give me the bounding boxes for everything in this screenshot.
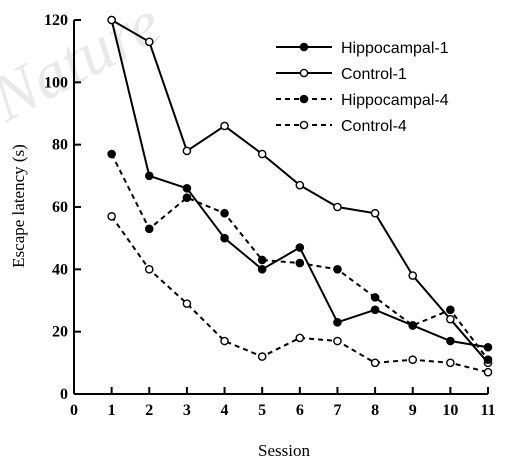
series-line-control-1 [112,20,488,363]
y-tick-label: 80 [52,137,68,154]
data-point-control-1 [296,182,303,189]
data-point-control-1 [108,16,115,23]
legend-label-control-4: Control-4 [341,118,407,135]
data-point-hippocampal-1 [259,266,266,273]
x-tick-label: 0 [70,402,78,419]
data-point-hippocampal-4 [484,356,491,363]
data-point-hippocampal-1 [484,344,491,351]
y-tick-label: 20 [52,324,68,341]
x-tick-label: 11 [480,402,495,419]
x-tick-label: 3 [183,402,191,419]
data-point-hippocampal-4 [371,294,378,301]
legend-label-hippocampal-1: Hippocampal-1 [341,40,449,57]
legend-marker-control-4 [300,121,307,128]
y-tick-label: 100 [44,74,68,91]
data-point-control-4 [296,334,303,341]
x-tick-label: 2 [145,402,153,419]
data-point-hippocampal-4 [334,266,341,273]
x-tick-label: 8 [371,402,379,419]
y-tick-label: 120 [44,12,68,29]
data-point-hippocampal-1 [371,306,378,313]
data-point-hippocampal-1 [447,337,454,344]
x-tick-label: 6 [296,402,304,419]
data-point-control-1 [221,122,228,129]
data-point-hippocampal-4 [221,210,228,217]
series-layer [108,16,492,375]
data-point-control-4 [221,337,228,344]
data-point-hippocampal-4 [183,194,190,201]
x-tick-label: 7 [333,402,341,419]
data-point-control-4 [183,300,190,307]
legend-label-hippocampal-4: Hippocampal-4 [341,92,449,109]
data-point-hippocampal-1 [221,235,228,242]
data-point-hippocampal-4 [409,322,416,329]
x-axis-title: Session [258,441,310,460]
data-point-control-4 [484,369,491,376]
data-point-hippocampal-4 [447,306,454,313]
data-point-hippocampal-1 [296,244,303,251]
data-point-control-4 [447,359,454,366]
x-tick-label: 1 [108,402,116,419]
data-point-hippocampal-4 [296,260,303,267]
data-point-hippocampal-4 [146,225,153,232]
data-point-control-4 [371,359,378,366]
data-point-hippocampal-1 [183,185,190,192]
data-point-control-4 [146,266,153,273]
data-point-hippocampal-4 [108,150,115,157]
x-tick-label: 4 [221,402,229,419]
legend-label-control-1: Control-1 [341,66,407,83]
y-axis-title: Escape latency (s) [9,144,28,268]
data-point-control-1 [183,147,190,154]
legend-marker-hippocampal-1 [300,43,307,50]
data-point-control-4 [409,356,416,363]
legend: Hippocampal-1 Control-1 Hippocampal-4 Contr… [276,40,449,135]
data-point-control-1 [447,316,454,323]
data-point-hippocampal-1 [146,172,153,179]
watermark: Nature [0,0,173,136]
data-point-control-4 [334,337,341,344]
data-point-hippocampal-1 [334,319,341,326]
data-point-control-1 [371,210,378,217]
data-point-control-1 [146,38,153,45]
y-tick-label: 0 [60,386,68,403]
data-point-control-1 [409,272,416,279]
data-point-control-4 [259,353,266,360]
data-point-control-1 [259,150,266,157]
legend-marker-hippocampal-4 [300,95,307,102]
y-tick-label: 60 [52,199,68,216]
data-point-hippocampal-4 [259,256,266,263]
x-tick-label: 5 [258,402,266,419]
data-point-control-4 [108,213,115,220]
x-tick-label: 9 [409,402,417,419]
legend-marker-control-1 [300,69,307,76]
data-point-control-1 [334,203,341,210]
y-tick-label: 40 [52,261,68,278]
x-tick-label: 10 [442,402,458,419]
series-line-control-4 [112,216,488,372]
